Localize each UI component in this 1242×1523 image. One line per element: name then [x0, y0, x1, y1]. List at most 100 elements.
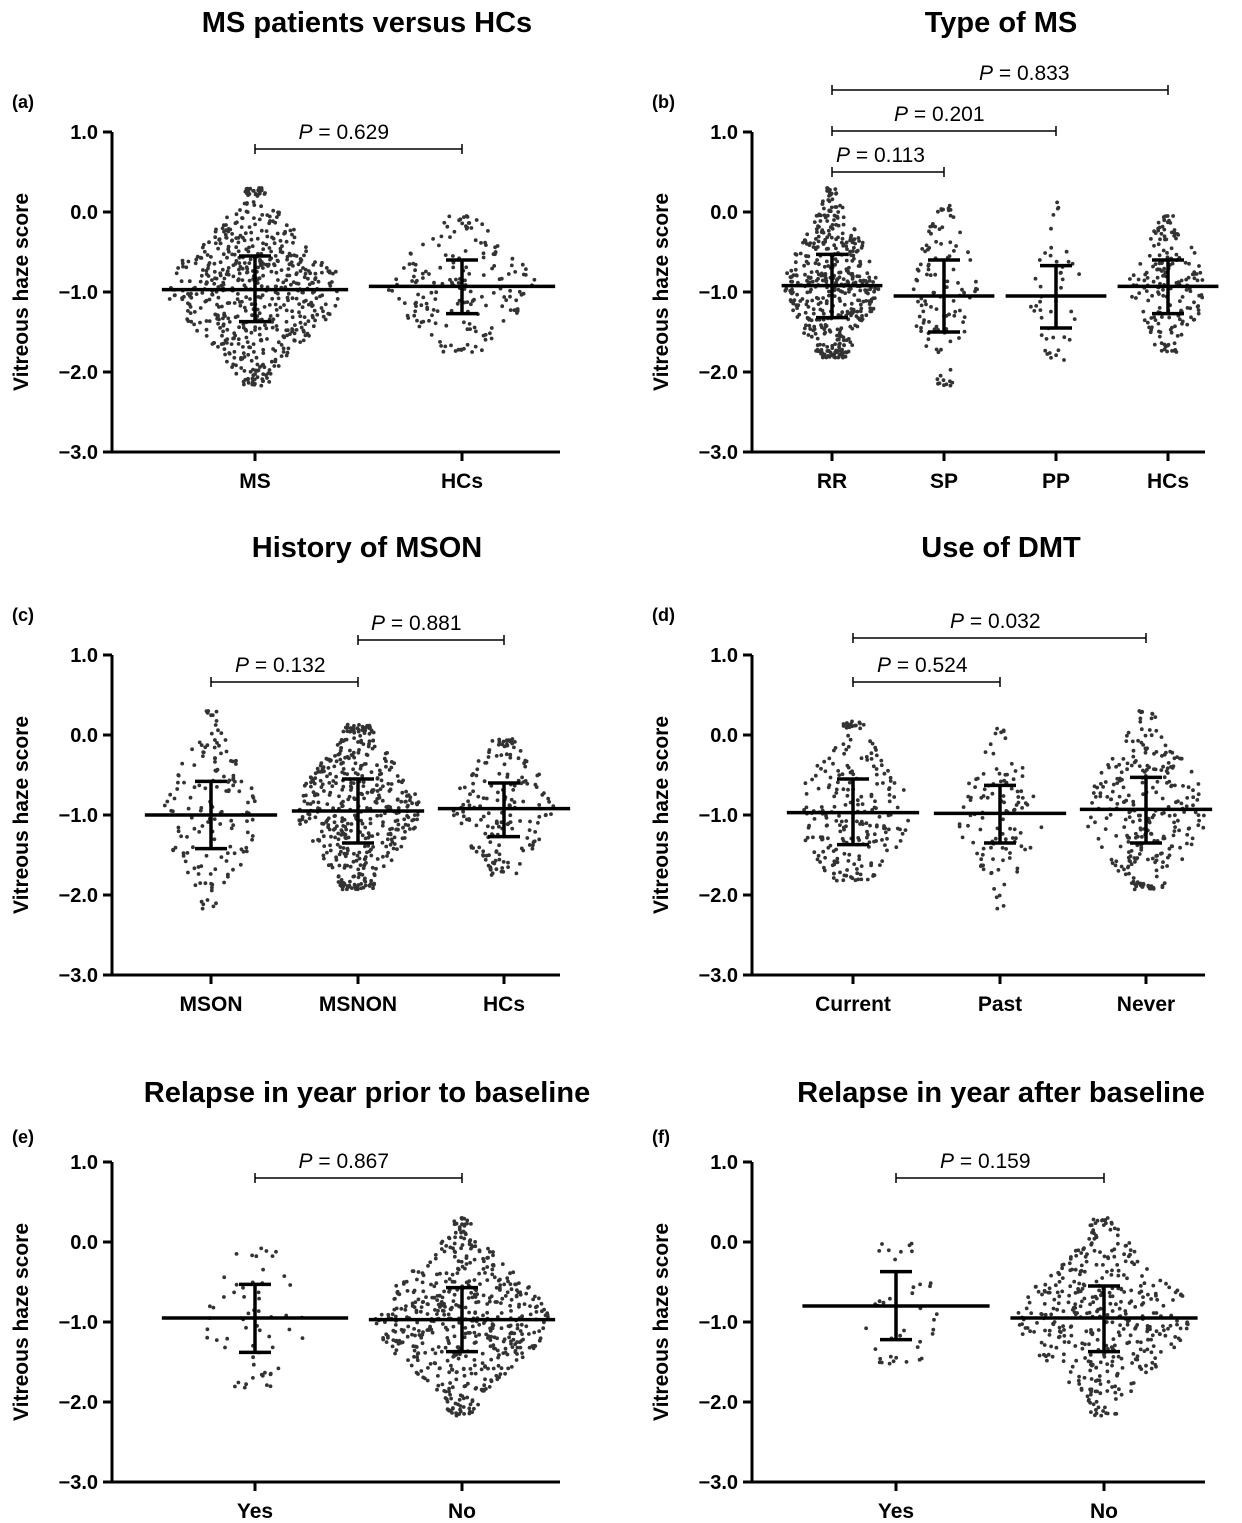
data-point	[1143, 272, 1148, 277]
data-point	[858, 726, 863, 731]
data-point	[936, 381, 940, 386]
data-point	[462, 215, 466, 220]
data-point	[180, 761, 185, 766]
data-point	[831, 876, 836, 880]
data-point	[1001, 858, 1005, 863]
y-tick-label: 1.0	[710, 645, 738, 667]
data-point	[512, 745, 516, 750]
data-point	[363, 844, 367, 849]
data-point	[231, 274, 236, 279]
data-point	[996, 867, 1001, 872]
data-point	[440, 1382, 445, 1387]
data-point	[435, 1298, 440, 1302]
data-point	[830, 223, 835, 227]
data-point	[249, 302, 254, 307]
data-point	[224, 749, 229, 754]
data-point	[204, 319, 209, 323]
data-point	[322, 844, 327, 848]
data-point	[1195, 278, 1200, 283]
data-point	[1125, 733, 1129, 738]
data-point	[1146, 298, 1151, 303]
data-point	[549, 812, 553, 816]
data-point	[377, 768, 382, 773]
data-point	[279, 268, 284, 272]
data-point	[1038, 299, 1042, 304]
data-point	[991, 751, 996, 756]
data-point	[893, 1257, 897, 1262]
data-point	[311, 800, 316, 804]
data-point	[1106, 1379, 1111, 1384]
data-point	[1138, 719, 1143, 724]
data-point	[393, 1351, 397, 1356]
data-point	[366, 831, 371, 836]
x-tick-label: HCs	[441, 470, 483, 493]
data-point	[297, 302, 302, 306]
data-point	[834, 191, 839, 196]
data-point	[1139, 1289, 1144, 1294]
data-point	[527, 1332, 531, 1336]
data-point	[213, 760, 217, 764]
comparison-bracket: P = 0.032	[852, 610, 1147, 643]
data-point	[511, 788, 516, 792]
data-point	[468, 1402, 473, 1407]
data-point	[1049, 1273, 1053, 1278]
data-point	[1185, 841, 1189, 846]
data-point	[440, 1308, 445, 1313]
data-point	[523, 764, 528, 769]
data-point	[209, 888, 214, 893]
data-point	[473, 1311, 478, 1315]
data-point	[302, 299, 306, 304]
data-point	[1016, 800, 1021, 805]
data-point	[834, 847, 838, 852]
data-point	[1060, 1266, 1064, 1271]
data-point	[997, 771, 1002, 776]
data-point	[470, 1295, 475, 1300]
p-symbol: P	[950, 610, 964, 633]
data-point	[1072, 317, 1077, 321]
data-point	[810, 298, 815, 303]
data-point	[1012, 807, 1017, 812]
data-point	[250, 244, 255, 249]
data-point	[436, 1374, 440, 1378]
data-point	[1125, 1319, 1130, 1324]
data-point	[865, 758, 870, 762]
data-point	[432, 1361, 437, 1365]
data-point	[1162, 347, 1167, 352]
data-point	[1025, 802, 1030, 807]
data-point	[820, 835, 825, 840]
data-point	[388, 831, 393, 836]
data-point	[524, 759, 529, 764]
data-point	[860, 802, 865, 806]
data-point	[1103, 780, 1108, 784]
data-point	[253, 222, 257, 227]
data-point	[363, 825, 368, 830]
data-point	[460, 1394, 465, 1398]
data-point	[826, 198, 831, 202]
data-point	[1186, 785, 1191, 790]
data-point	[278, 246, 283, 251]
data-point	[350, 886, 354, 890]
data-point	[470, 1398, 475, 1403]
data-point	[816, 296, 821, 301]
data-point	[348, 864, 353, 869]
data-point	[275, 313, 280, 318]
data-point	[467, 1239, 472, 1244]
data-point	[1136, 277, 1141, 282]
data-point	[1152, 243, 1156, 248]
data-point	[827, 289, 831, 294]
data-point	[465, 817, 469, 822]
data-point	[477, 1249, 482, 1254]
data-point	[484, 303, 488, 308]
data-point	[934, 324, 939, 329]
data-point	[278, 238, 283, 243]
data-point	[331, 271, 335, 276]
data-point	[519, 1322, 524, 1327]
data-point	[947, 254, 952, 258]
data-point	[251, 189, 256, 193]
data-point	[1059, 285, 1063, 290]
data-point	[233, 779, 237, 784]
data-point	[533, 1344, 538, 1348]
data-point	[514, 1358, 519, 1362]
data-point	[1192, 300, 1196, 305]
data-point	[213, 241, 218, 246]
